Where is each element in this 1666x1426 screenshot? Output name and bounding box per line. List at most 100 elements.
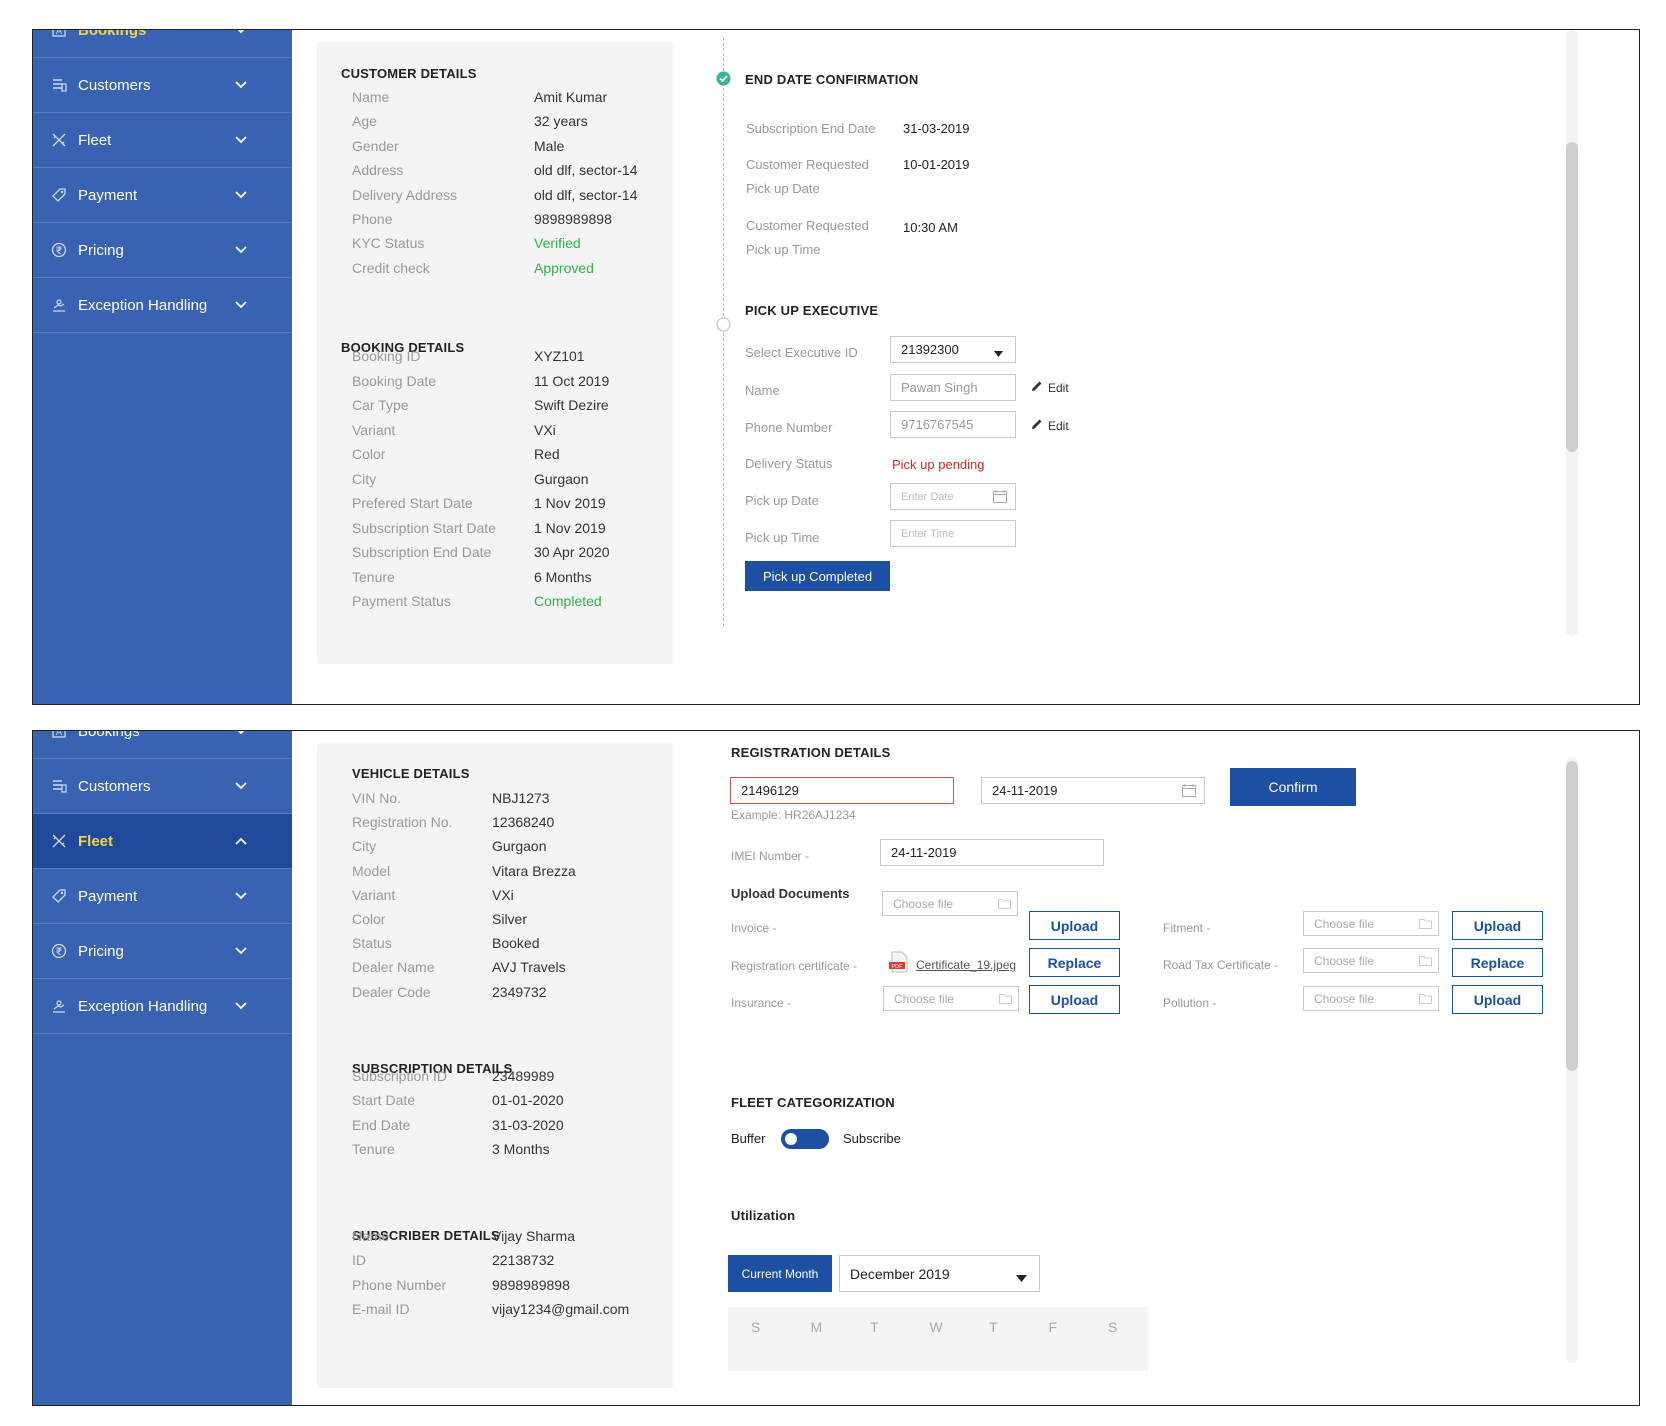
caret-down-icon (1016, 1270, 1027, 1286)
sidebar-item-customers[interactable]: Customers (33, 58, 292, 113)
tag-icon (51, 187, 67, 203)
sidebar-item-payment[interactable]: Payment (33, 869, 292, 924)
confirm-button[interactable]: Confirm (1230, 768, 1356, 806)
detail-label: KYC Status (352, 235, 425, 251)
registration-number-input[interactable]: 21496129 (730, 777, 954, 804)
sidebar-item-label: Pricing (78, 942, 124, 960)
buffer-subscribe-toggle[interactable] (781, 1129, 829, 1149)
exec-name-field[interactable]: Pawan Singh (890, 374, 1016, 401)
detail-label: City (352, 471, 377, 487)
sidebar-item-customers[interactable]: Customers (33, 759, 292, 814)
edit-label: Edit (1048, 418, 1069, 433)
pollution-label: Pollution - (1163, 996, 1217, 1010)
pickup-time-input[interactable]: Enter Time (890, 520, 1016, 547)
invoice-label: Invoice - (731, 921, 777, 935)
registration-certificate-file-link[interactable]: Certificate_19.jpeg (916, 958, 1017, 972)
section-title-customer: CUSTOMER DETAILS (341, 66, 477, 81)
detail-value: 12368240 (492, 814, 555, 830)
executive-id-select[interactable]: 21392300 (890, 336, 1016, 363)
req-pickup-time-value: 10:30 AM (903, 220, 958, 235)
pickup-time-placeholder: Enter Time (901, 527, 955, 540)
pencil-icon (1031, 418, 1043, 433)
road-tax-file-input[interactable]: Choose file (1303, 948, 1439, 973)
req-pickup-date-label-2: Pick up Date (746, 181, 820, 196)
detail-value: Swift Dezire (534, 397, 609, 413)
weekday-label: S (751, 1319, 761, 1335)
pickup-date-input[interactable]: Enter Date (890, 483, 1016, 510)
chevron-down-icon (235, 30, 247, 36)
fitment-upload-button[interactable]: Upload (1452, 911, 1543, 940)
pickup-date-label: Pick up Date (745, 493, 819, 508)
registration-date-input[interactable]: 24-11-2019 (981, 777, 1205, 804)
detail-value: 1 Nov 2019 (534, 495, 606, 511)
pollution-upload-button[interactable]: Upload (1452, 985, 1543, 1014)
req-pickup-date-value: 10-01-2019 (903, 157, 970, 172)
detail-value: old dlf, sector-14 (534, 187, 638, 203)
registration-number-value: 21496129 (741, 783, 799, 798)
toggle-right-label: Subscribe (843, 1131, 901, 1146)
fitment-file-input[interactable]: Choose file (1303, 911, 1439, 936)
hand-icon (51, 998, 67, 1014)
detail-label: Address (352, 162, 404, 178)
sidebar-item-fleet[interactable]: Fleet (33, 113, 292, 168)
imei-value: 24-11-2019 (891, 845, 957, 860)
sidebar-item-bookings[interactable]: A Bookings (33, 731, 292, 759)
step-circle-icon (716, 317, 731, 332)
exec-phone-field[interactable]: 9716767545 (890, 411, 1016, 438)
road-tax-replace-button[interactable]: Replace (1452, 948, 1543, 977)
folder-icon (1419, 993, 1432, 1007)
svg-text:A: A (56, 29, 62, 36)
invoice-upload-button[interactable]: Upload (1029, 911, 1120, 940)
pickup-completed-button[interactable]: Pick up Completed (745, 561, 890, 591)
insurance-label: Insurance - (731, 996, 792, 1010)
detail-label: E-mail ID (352, 1301, 410, 1317)
insurance-upload-button[interactable]: Upload (1029, 985, 1120, 1014)
sidebar-item-exception-handling[interactable]: Exception Handling (33, 278, 292, 333)
detail-value: 32 years (534, 113, 588, 129)
month-select[interactable]: December 2019 (839, 1255, 1040, 1292)
current-month-button[interactable]: Current Month (728, 1255, 832, 1292)
customers-icon (51, 778, 67, 794)
chevron-up-icon (235, 835, 247, 847)
sub-end-date-value: 31-03-2019 (903, 121, 970, 136)
booking-detail-screen: A Bookings Customers Fleet Payment Prici… (32, 29, 1640, 705)
edit-phone-button[interactable]: Edit (1031, 418, 1069, 433)
sidebar-item-label: Bookings (78, 29, 147, 39)
scrollbar-thumb[interactable] (1566, 761, 1578, 1071)
sidebar: A Bookings Customers Fleet Payment Prici… (33, 731, 292, 1405)
chevron-down-icon (235, 79, 247, 91)
bookings-icon: A (51, 731, 67, 739)
detail-value: Vijay Sharma (492, 1228, 576, 1244)
weekday-label: T (870, 1319, 879, 1335)
section-title-subscriber: SUBSCRIBER DETAILS (352, 1228, 500, 1243)
edit-name-button[interactable]: Edit (1031, 380, 1069, 395)
chevron-down-icon (235, 780, 247, 792)
invoice-file-input[interactable]: Choose file (882, 891, 1018, 916)
detail-value: Male (534, 138, 565, 154)
details-panel (317, 743, 673, 1388)
detail-label: Tenure (352, 569, 395, 585)
sidebar-item-payment[interactable]: Payment (33, 168, 292, 223)
registration-certificate-replace-button[interactable]: Replace (1029, 948, 1120, 977)
sidebar-item-bookings[interactable]: A Bookings (33, 29, 292, 58)
sidebar-item-pricing[interactable]: Pricing (33, 924, 292, 979)
sidebar-item-pricing[interactable]: Pricing (33, 223, 292, 278)
detail-label: Variant (352, 422, 396, 438)
sidebar-item-exception-handling[interactable]: Exception Handling (33, 979, 292, 1034)
chevron-down-icon (235, 1000, 247, 1012)
insurance-file-input[interactable]: Choose file (883, 986, 1019, 1011)
rupee-icon (51, 242, 67, 258)
chevron-down-icon (235, 134, 247, 146)
sidebar-item-fleet[interactable]: Fleet (33, 814, 292, 869)
pollution-file-input[interactable]: Choose file (1303, 986, 1439, 1011)
detail-label: City (352, 838, 377, 854)
imei-input[interactable]: 24-11-2019 (880, 839, 1104, 866)
delivery-status-value: Pick up pending (892, 457, 985, 472)
detail-label: VIN No. (352, 790, 402, 806)
detail-value: Approved (534, 260, 594, 276)
detail-label: End Date (352, 1117, 411, 1133)
detail-label: ID (352, 1252, 366, 1268)
scrollbar-thumb[interactable] (1566, 142, 1578, 452)
detail-label: Age (352, 113, 377, 129)
req-pickup-time-label: Customer Requested (746, 218, 869, 233)
